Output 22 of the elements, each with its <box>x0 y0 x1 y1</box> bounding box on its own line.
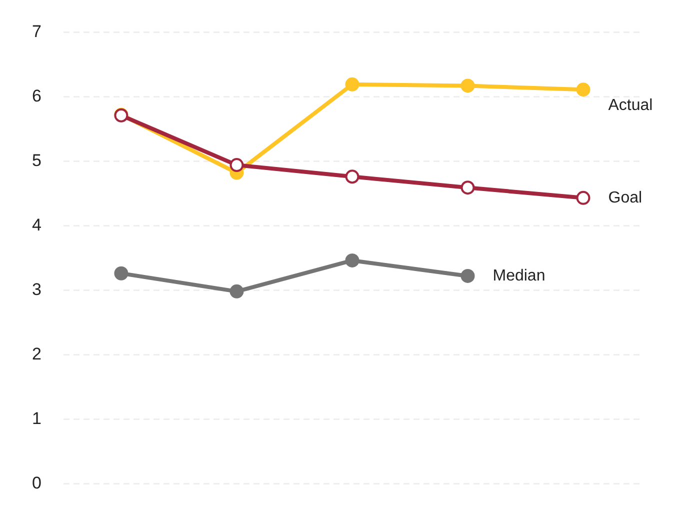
point <box>230 158 244 172</box>
y-tick-label: 1 <box>32 408 42 428</box>
y-tick-label: 6 <box>32 86 42 106</box>
point <box>460 268 475 283</box>
series-label: Actual <box>608 97 653 114</box>
point <box>345 170 360 184</box>
y-tick-label: 5 <box>32 150 42 170</box>
y-tick-label: 4 <box>32 215 42 234</box>
point <box>460 78 475 93</box>
point <box>114 266 128 280</box>
series-label: Median <box>492 267 546 284</box>
y-tick-label: 2 <box>32 344 42 364</box>
point <box>460 180 475 195</box>
point <box>345 253 360 268</box>
point <box>576 82 590 97</box>
series-label: Goal <box>608 189 642 206</box>
y-tick-label: 7 <box>32 22 42 41</box>
y-tick-label: 3 <box>32 280 42 299</box>
y-tick-label: 0 <box>32 473 42 492</box>
point <box>345 77 360 92</box>
point <box>576 190 590 205</box>
point <box>230 284 244 298</box>
